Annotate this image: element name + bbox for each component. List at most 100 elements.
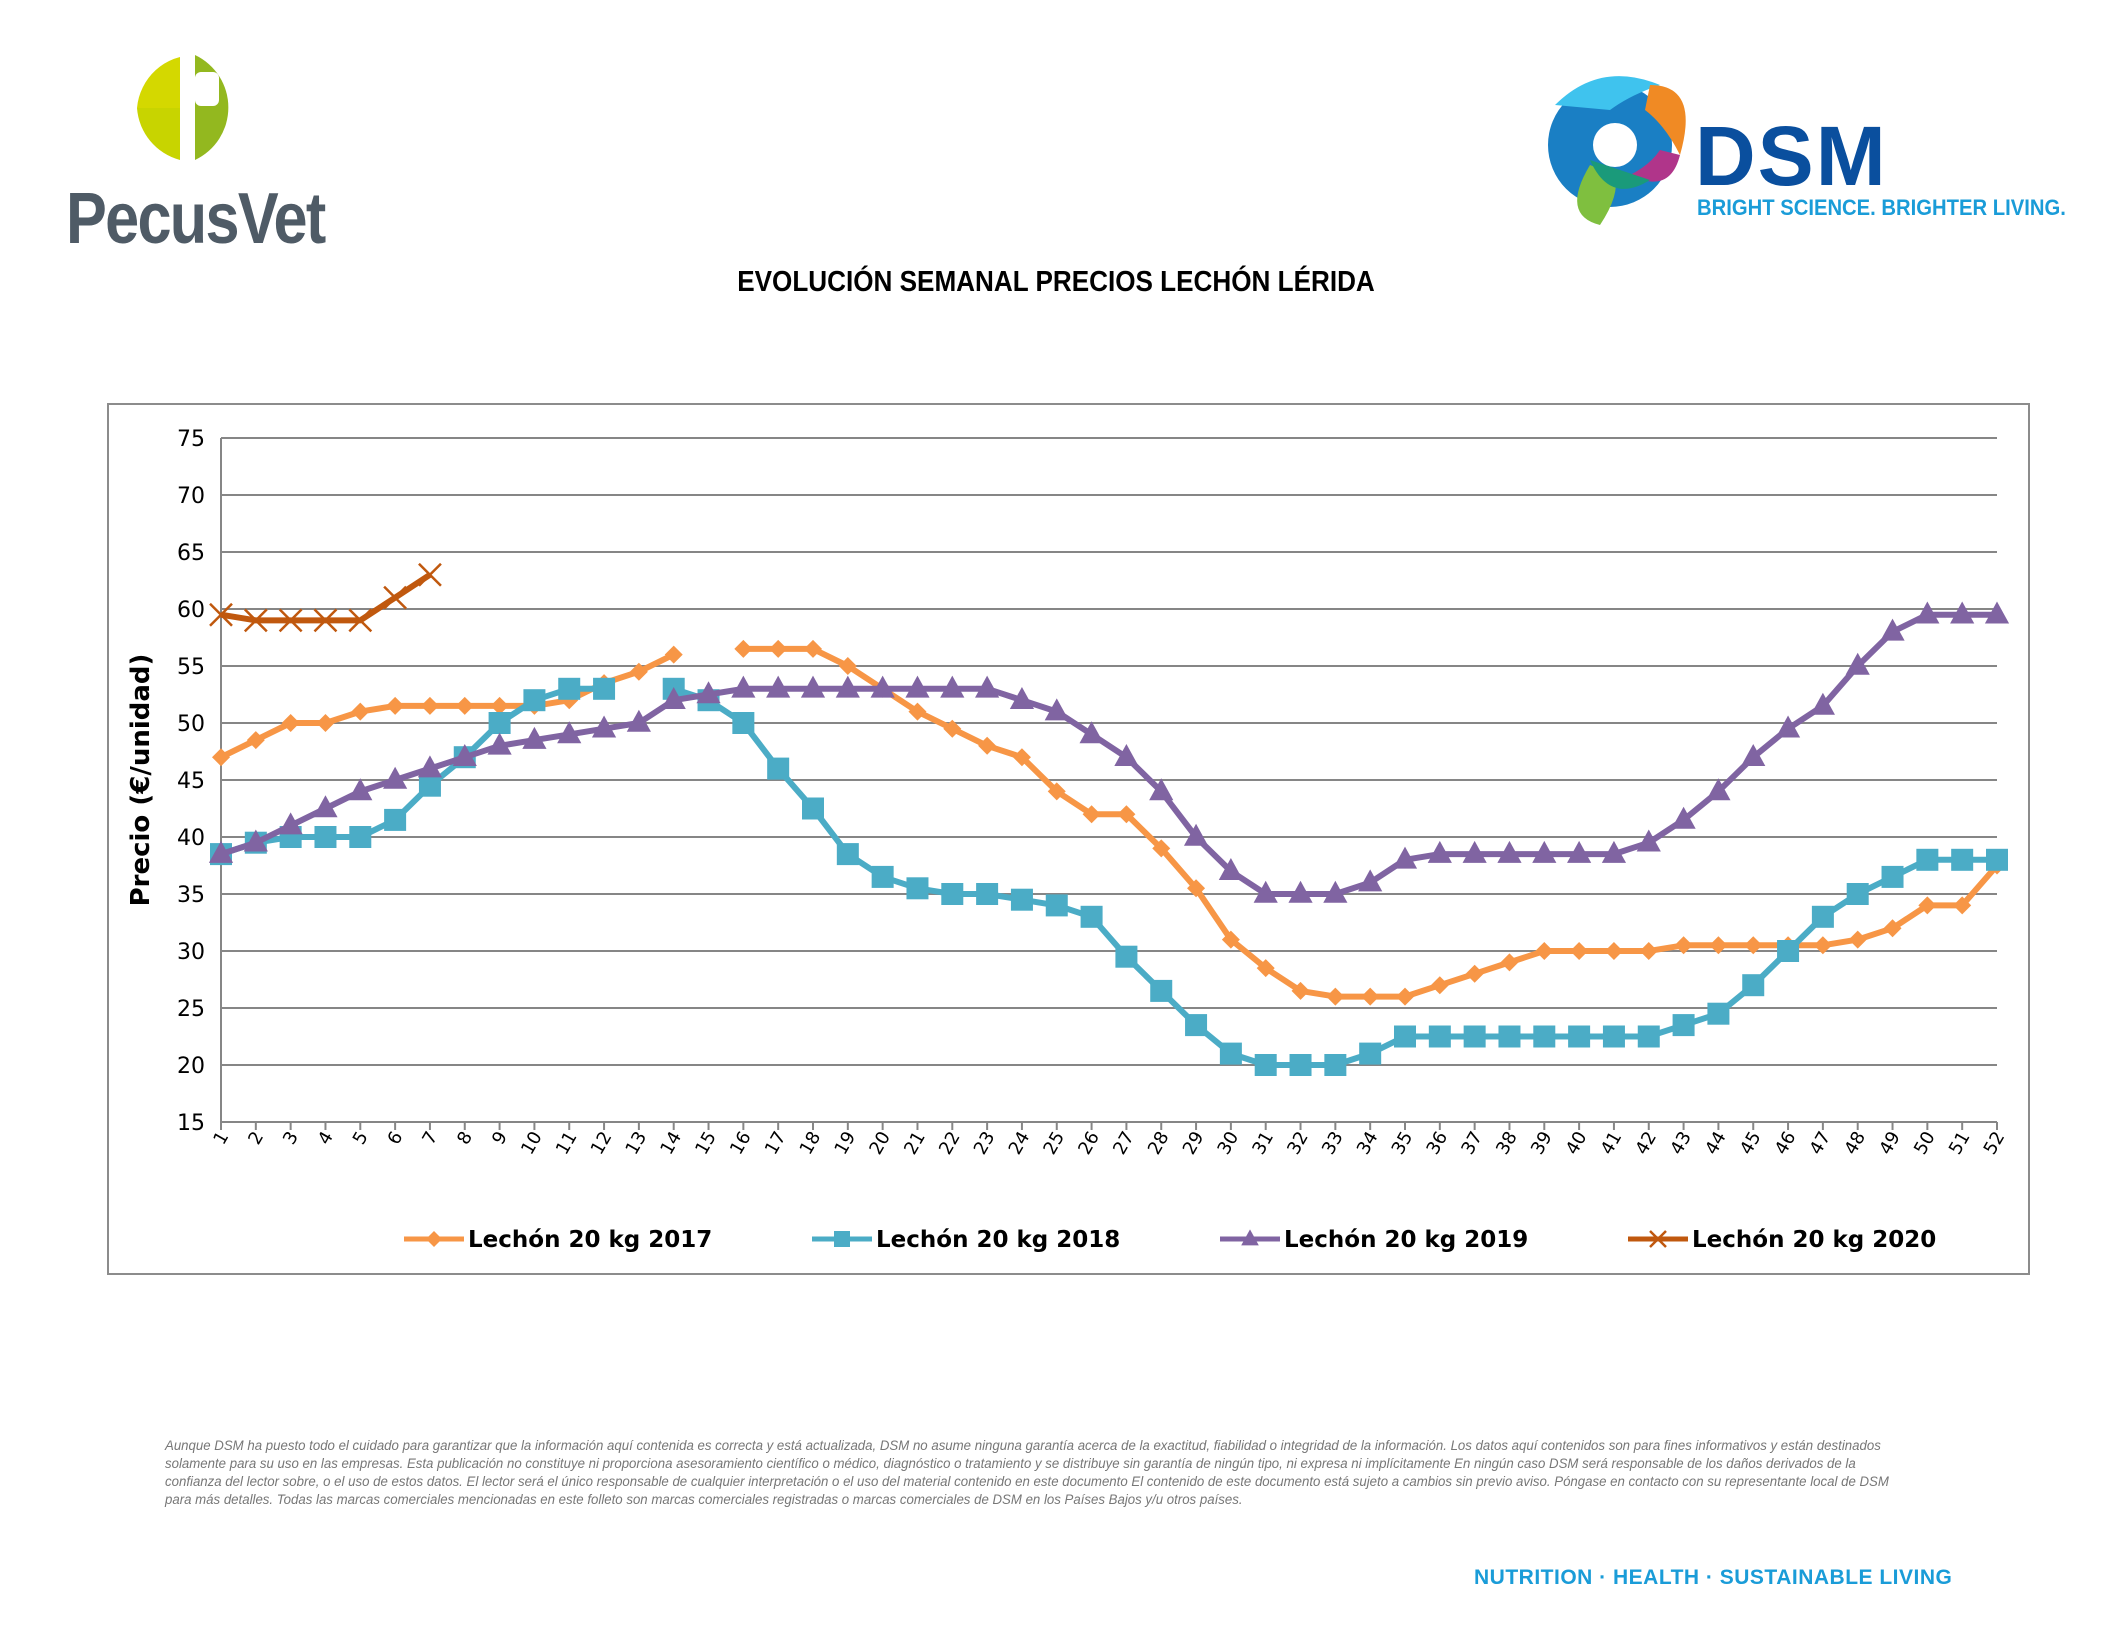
data-point-diamond: [1396, 987, 1414, 1006]
data-point-diamond: [1012, 748, 1031, 767]
data-point-triangle: [661, 687, 686, 709]
data-point-triangle: [452, 744, 477, 766]
legend-item-2020: Lechón 20 kg 2020: [1628, 1227, 1936, 1253]
data-point-diamond: [281, 714, 300, 732]
data-point-diamond: [1674, 936, 1693, 955]
data-point-x: [278, 608, 303, 633]
x-tick-label: 43: [1666, 1128, 1696, 1158]
data-point-square: [1986, 848, 2008, 871]
y-tick-label: 40: [177, 826, 205, 851]
data-point-diamond: [1813, 936, 1832, 955]
data-point-triangle: [1636, 829, 1661, 852]
legend-item-2018: Lechón 20 kg 2018: [812, 1227, 1120, 1253]
data-point-diamond: [1848, 930, 1867, 949]
data-point-square: [1951, 848, 1974, 871]
data-point-square: [488, 712, 511, 734]
data-point-triangle: [1950, 601, 1975, 624]
data-point-triangle: [1462, 840, 1487, 863]
x-tick-label: 13: [622, 1128, 652, 1158]
data-point-diamond: [1570, 942, 1589, 960]
data-point-diamond: [1604, 942, 1623, 960]
data-point-square: [1498, 1025, 1521, 1048]
legend-label: Lechón 20 kg 2018: [876, 1227, 1120, 1253]
x-tick-label: 25: [1039, 1128, 1069, 1158]
legend-item-2017: Lechón 20 kg 2017: [404, 1227, 712, 1253]
data-point-diamond: [1953, 896, 1972, 915]
data-point-triangle: [1392, 846, 1418, 869]
data-point-triangle: [1427, 840, 1452, 863]
x-tick-label: 28: [1144, 1128, 1174, 1158]
data-point-square: [1324, 1054, 1347, 1076]
data-point-diamond: [1500, 953, 1519, 972]
data-point-diamond: [386, 696, 405, 715]
x-tick-label: 52: [1980, 1128, 2010, 1158]
x-tick-label: 11: [552, 1128, 582, 1158]
data-point-x: [209, 602, 233, 627]
data-point-triangle: [1497, 840, 1522, 863]
data-point-x: [418, 562, 442, 587]
data-point-triangle: [1845, 652, 1870, 675]
y-tick-label: 15: [177, 1111, 205, 1136]
data-point-square: [1672, 1014, 1695, 1037]
data-point-triangle: [1741, 744, 1766, 766]
x-tick-label: 20: [865, 1128, 895, 1158]
data-point-diamond: [1361, 987, 1380, 1006]
data-point-square: [418, 774, 441, 797]
chart-title: EVOLUCIÓN SEMANAL PRECIOS LECHÓN LÉRIDA: [737, 266, 1375, 298]
x-tick-label: 3: [279, 1128, 303, 1148]
x-tick-label: 21: [900, 1128, 930, 1158]
data-point-triangle: [1532, 840, 1557, 863]
data-point-triangle: [1183, 823, 1209, 846]
x-tick-label: 33: [1318, 1128, 1348, 1158]
data-point-triangle: [870, 675, 895, 698]
data-point-square: [767, 757, 790, 780]
y-tick-label: 70: [177, 484, 205, 509]
series-2020: [209, 562, 442, 633]
data-point-triangle: [348, 778, 373, 801]
dsm-tagline: BRIGHT SCIENCE. BRIGHTER LIVING.: [1697, 195, 2066, 220]
data-point-triangle: [1079, 721, 1104, 744]
data-point-triangle: [835, 675, 860, 698]
data-point-diamond: [1535, 942, 1554, 960]
data-point-diamond: [426, 1231, 442, 1247]
data-point-triangle: [1253, 880, 1278, 903]
chart-frame: 15 20 25 30 35 40 45 50 55 60 65 70 75 1 2 3 4 5 6 7 8 9 10 11 1…: [107, 403, 2030, 1275]
data-point-triangle: [1241, 1229, 1259, 1246]
data-point-triangle: [696, 681, 721, 704]
x-tick-label: 49: [1875, 1128, 1905, 1158]
y-tick-label: 20: [177, 1054, 205, 1079]
pecusvet-logo: [137, 54, 229, 160]
data-point-square: [1115, 945, 1138, 968]
data-point-square: [906, 877, 929, 900]
data-point-triangle: [1323, 880, 1348, 903]
data-point-triangle: [487, 732, 512, 755]
data-point-square: [349, 826, 372, 848]
data-point-triangle: [1567, 840, 1592, 863]
data-point-diamond: [1047, 782, 1066, 801]
x-tick-label: 24: [1005, 1128, 1035, 1158]
legend-label: Lechón 20 kg 2019: [1284, 1227, 1528, 1253]
y-tick-label: 45: [177, 769, 205, 794]
data-point-triangle: [313, 795, 338, 818]
data-point-triangle: [383, 766, 408, 789]
y-tick-label: 25: [177, 997, 205, 1022]
data-point-square: [1602, 1025, 1625, 1048]
data-point-square: [1742, 974, 1765, 997]
x-tick-label: 19: [831, 1128, 861, 1158]
data-point-diamond: [1291, 981, 1310, 1000]
x-tick-label: 50: [1910, 1128, 1940, 1158]
data-point-square: [941, 883, 964, 905]
data-point-diamond: [804, 639, 822, 658]
x-tick-label: 16: [726, 1128, 756, 1158]
data-point-square: [1219, 1042, 1242, 1065]
x-tick-label: 15: [691, 1128, 721, 1158]
data-point-triangle: [522, 726, 547, 749]
data-point-triangle: [1880, 618, 1905, 641]
data-point-diamond: [838, 657, 857, 675]
data-point-diamond: [1187, 879, 1206, 898]
data-point-diamond: [1152, 839, 1171, 858]
data-point-triangle: [626, 709, 651, 732]
data-point-triangle: [905, 675, 930, 698]
x-tick-label: 45: [1736, 1128, 1766, 1158]
